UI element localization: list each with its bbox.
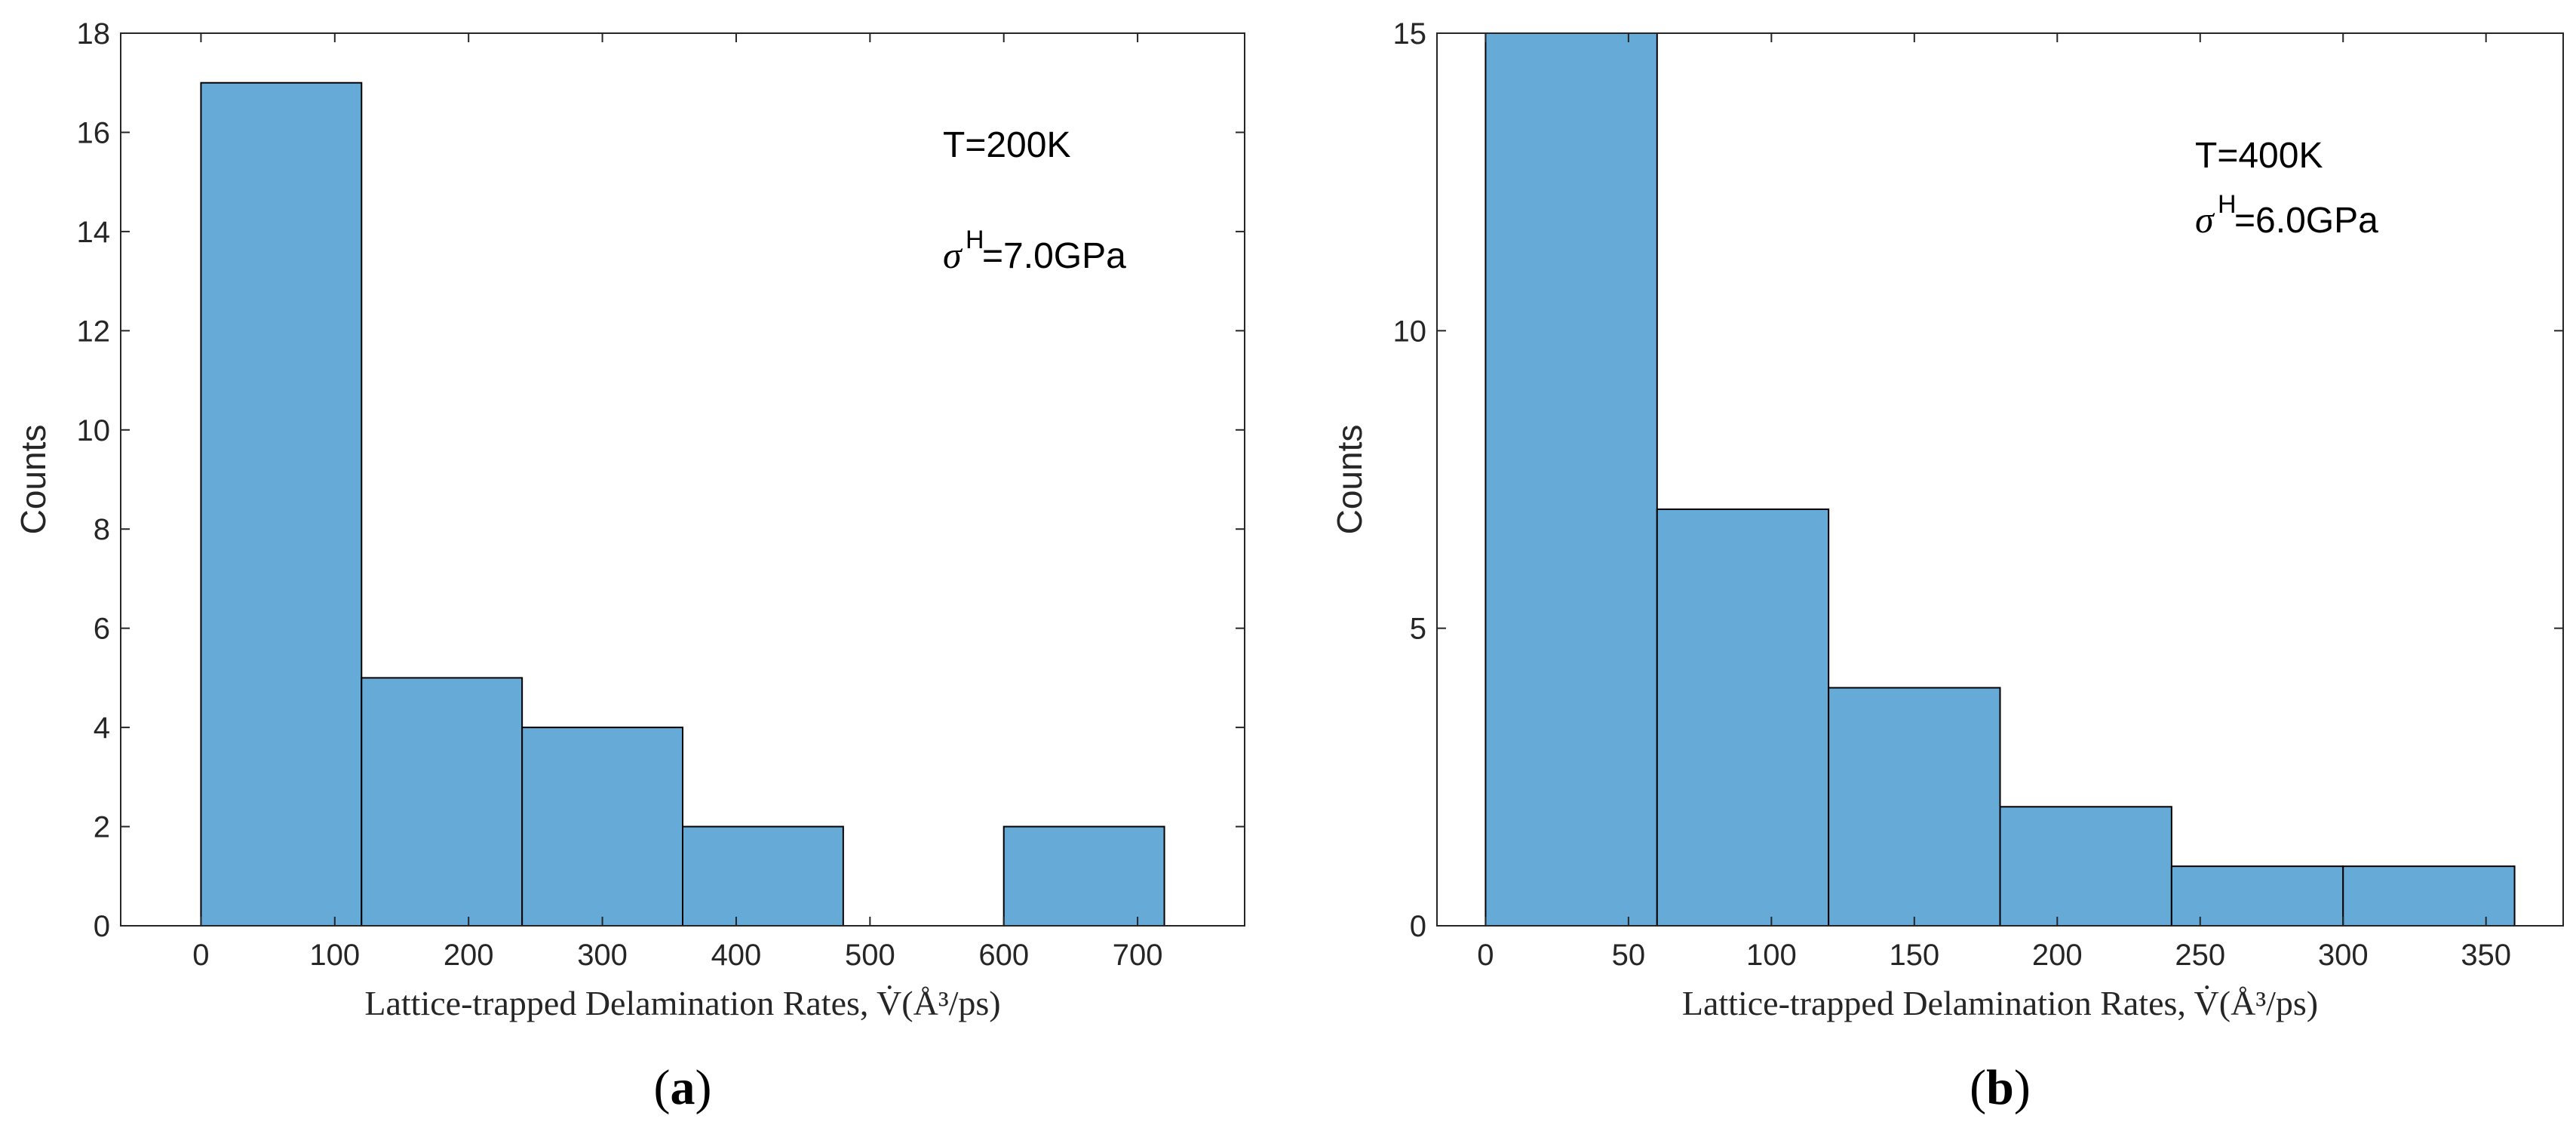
- axes-frame-b: [1436, 32, 2564, 927]
- y-tick-label: 18: [77, 17, 111, 51]
- x-tick-label: 500: [845, 939, 895, 972]
- x-tick-label: 600: [978, 939, 1029, 972]
- x-tick-label: 150: [1889, 939, 1939, 972]
- x-ticks-a: 0 100 200 300 400 500 600 700: [192, 33, 1162, 972]
- x-tick-label: 300: [577, 939, 628, 972]
- panel-label-b: b: [1986, 1060, 2014, 1115]
- x-tick-label: 250: [2175, 939, 2225, 972]
- annotation-temperature-b: T=400K: [2195, 136, 2323, 176]
- axes-frame-a: [120, 32, 1245, 927]
- panel-caption-b: (b): [1970, 1060, 2031, 1115]
- histogram-bar: [361, 677, 523, 927]
- histogram-bar: [2170, 865, 2344, 927]
- x-tick-label: 300: [2318, 939, 2369, 972]
- histogram-bar: [521, 727, 684, 927]
- y-tick-label: 16: [77, 116, 111, 149]
- x-ticks-b: 0 50 100 150 200 250 300 350: [1477, 33, 2511, 972]
- x-tick-label: 50: [1612, 939, 1646, 972]
- y-tick-label: 4: [94, 711, 110, 745]
- annotation-stress-symbol-a: σ: [943, 234, 963, 276]
- histogram-bar: [2342, 865, 2516, 927]
- y-axis-label-b: Counts: [1330, 425, 1369, 535]
- x-tick-label: 200: [444, 939, 494, 972]
- x-tick-label: 100: [309, 939, 360, 972]
- histogram-bar: [1002, 825, 1165, 927]
- histogram-bar: [1485, 32, 1658, 927]
- y-tick-label: 0: [94, 910, 110, 943]
- x-tick-label: 350: [2461, 939, 2511, 972]
- x-tick-label: 0: [1477, 939, 1494, 972]
- y-tick-label: 14: [77, 216, 111, 249]
- annotation-stress-sup-a: H: [966, 226, 984, 254]
- histogram-panel-b: 0 5 10 15 0 50 100 150 200 250 300 350 Counts Latt…: [1330, 17, 2564, 1115]
- bars-a: [200, 81, 1165, 927]
- y-tick-label: 8: [94, 513, 110, 546]
- histogram-bar: [1828, 687, 2001, 927]
- panel-label-a: a: [671, 1060, 695, 1115]
- annotation-stress-symbol-b: σ: [2195, 198, 2215, 241]
- x-tick-label: 700: [1113, 939, 1163, 972]
- y-tick-label: 0: [1410, 910, 1426, 943]
- x-tick-label: 400: [711, 939, 762, 972]
- y-ticks-a: 0 2 4 6 8 10 12 14 16 18: [77, 17, 1245, 943]
- y-tick-label: 10: [77, 414, 111, 447]
- x-axis-label-a: Lattice-trapped Delamination Rates, V̇(Å…: [364, 984, 1000, 1022]
- histogram-panel-a: 0 2 4 6 8 10 12 14 16 18 0 100 200 300 400 500 600 700 C…: [14, 17, 1245, 1115]
- annotation-stress-value-b: =6.0GPa: [2234, 201, 2378, 241]
- x-tick-label: 0: [192, 939, 209, 972]
- histogram-bar: [200, 81, 363, 927]
- y-tick-label: 5: [1410, 613, 1426, 646]
- bars-b: [1485, 32, 2516, 927]
- annotation-stress-sup-b: H: [2218, 190, 2237, 219]
- y-tick-label: 12: [77, 315, 111, 348]
- annotation-stress-a: σ H =7.0GPa: [943, 226, 1126, 276]
- y-tick-label: 10: [1393, 315, 1427, 348]
- histogram-bar: [1999, 806, 2172, 927]
- x-tick-label: 100: [1746, 939, 1797, 972]
- annotation-stress-value-a: =7.0GPa: [982, 236, 1126, 276]
- y-tick-label: 2: [94, 811, 110, 844]
- y-tick-label: 6: [94, 613, 110, 646]
- histogram-bar: [682, 825, 844, 927]
- x-tick-label: 200: [2032, 939, 2083, 972]
- histogram-bar: [1656, 508, 1830, 927]
- y-tick-label: 15: [1393, 17, 1427, 51]
- annotation-stress-b: σ H =6.0GPa: [2195, 190, 2378, 241]
- x-axis-label-b: Lattice-trapped Delamination Rates, V̇(Å…: [1682, 984, 2318, 1022]
- panel-caption-a: (a): [654, 1060, 712, 1115]
- y-ticks-b: 0 5 10 15: [1393, 17, 2563, 943]
- y-axis-label-a: Counts: [14, 425, 53, 535]
- annotation-temperature-a: T=200K: [943, 125, 1070, 165]
